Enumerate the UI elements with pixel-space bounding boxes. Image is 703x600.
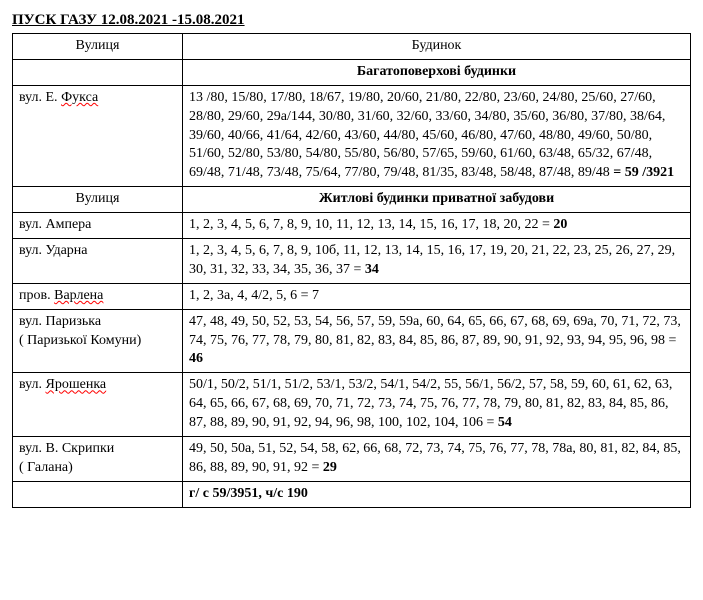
street-cell: вул. Паризька( Паризької Комуни)	[13, 309, 183, 373]
table-row: вул. Ударна1, 2, 3, 4, 5, 6, 7, 8, 9, 10…	[13, 239, 691, 284]
buildings-cell: 1, 2, 3, 4, 5, 6, 7, 8, 9, 10, 11, 12, 1…	[183, 213, 691, 239]
buildings-cell: 49, 50, 50а, 51, 52, 54, 58, 62, 66, 68,…	[183, 437, 691, 482]
table-row: вул. В. Скрипки( Галана)49, 50, 50а, 51,…	[13, 437, 691, 482]
empty-cell	[13, 59, 183, 85]
street-cell: пров. Варлена	[13, 283, 183, 309]
table-row: вул. Ампера1, 2, 3, 4, 5, 6, 7, 8, 9, 10…	[13, 213, 691, 239]
table-row: вул. Паризька( Паризької Комуни)47, 48, …	[13, 309, 691, 373]
buildings-cell: 1, 2, 3а, 4, 4/2, 5, 6 = 7	[183, 283, 691, 309]
table-row: ВулицяБудинок	[13, 34, 691, 60]
table-row: Багатоповерхові будинки	[13, 59, 691, 85]
page-title: ПУСК ГАЗУ 12.08.2021 -15.08.2021	[12, 12, 691, 29]
street-cell: вул. В. Скрипки( Галана)	[13, 437, 183, 482]
street-cell: вул. Ярошенка	[13, 373, 183, 437]
table-row: вул. Е. Фукса 13 /80, 15/80, 17/80, 18/6…	[13, 85, 691, 186]
street-cell: вул. Е. Фукса	[13, 85, 183, 186]
section-header: Житлові будинки приватної забудови	[183, 187, 691, 213]
col-header-street: Вулиця	[13, 187, 183, 213]
street-cell: вул. Ударна	[13, 239, 183, 284]
table-row: ВулицяЖитлові будинки приватної забудови	[13, 187, 691, 213]
table-row: г/ с 59/3951, ч/с 190	[13, 481, 691, 507]
gas-table: ВулицяБудинокБагатоповерхові будинкивул.…	[12, 33, 691, 508]
buildings-cell: 1, 2, 3, 4, 5, 6, 7, 8, 9, 10б, 11, 12, …	[183, 239, 691, 284]
buildings-cell: 50/1, 50/2, 51/1, 51/2, 53/1, 53/2, 54/1…	[183, 373, 691, 437]
col-header-building: Будинок	[183, 34, 691, 60]
table-row: вул. Ярошенка50/1, 50/2, 51/1, 51/2, 53/…	[13, 373, 691, 437]
empty-cell	[13, 481, 183, 507]
col-header-street: Вулиця	[13, 34, 183, 60]
buildings-cell: 13 /80, 15/80, 17/80, 18/67, 19/80, 20/6…	[183, 85, 691, 186]
street-cell: вул. Ампера	[13, 213, 183, 239]
section-header: Багатоповерхові будинки	[183, 59, 691, 85]
footer-cell: г/ с 59/3951, ч/с 190	[183, 481, 691, 507]
table-row: пров. Варлена1, 2, 3а, 4, 4/2, 5, 6 = 7	[13, 283, 691, 309]
buildings-cell: 47, 48, 49, 50, 52, 53, 54, 56, 57, 59, …	[183, 309, 691, 373]
